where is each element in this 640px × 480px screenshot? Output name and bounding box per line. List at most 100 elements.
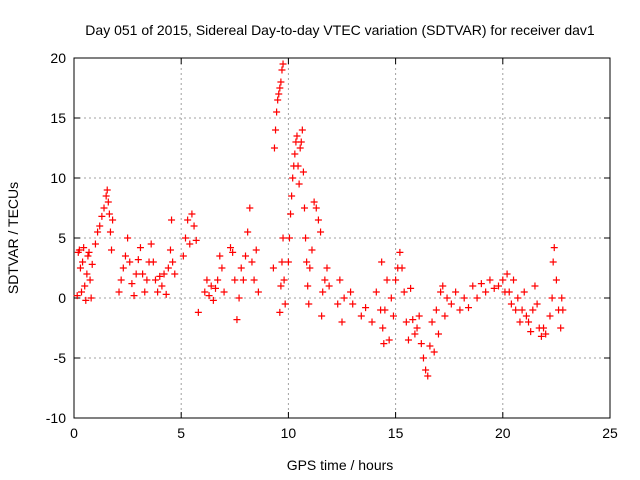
data-point bbox=[279, 60, 287, 68]
data-point bbox=[277, 282, 285, 290]
data-point bbox=[520, 288, 528, 296]
data-point bbox=[218, 264, 226, 272]
data-point bbox=[404, 336, 412, 344]
data-point bbox=[289, 174, 297, 182]
data-point bbox=[347, 288, 355, 296]
data-point bbox=[321, 276, 329, 284]
data-point bbox=[334, 300, 342, 308]
data-point bbox=[529, 306, 537, 314]
data-point bbox=[216, 252, 224, 260]
data-point bbox=[317, 228, 325, 236]
data-points bbox=[73, 60, 567, 380]
data-point bbox=[411, 330, 419, 338]
data-point bbox=[525, 318, 533, 326]
data-point bbox=[184, 216, 192, 224]
data-point bbox=[88, 260, 96, 268]
data-point bbox=[387, 294, 395, 302]
data-point bbox=[106, 228, 114, 236]
data-point bbox=[269, 264, 277, 272]
data-point bbox=[171, 270, 179, 278]
data-point bbox=[78, 288, 86, 296]
data-point bbox=[160, 270, 168, 278]
data-point bbox=[164, 264, 172, 272]
data-point bbox=[281, 300, 289, 308]
data-point bbox=[557, 324, 565, 332]
data-point bbox=[469, 282, 477, 290]
data-point bbox=[552, 276, 560, 284]
data-point bbox=[540, 324, 548, 332]
data-point bbox=[396, 248, 404, 256]
data-point bbox=[105, 210, 113, 218]
data-point bbox=[237, 264, 245, 272]
data-point bbox=[428, 318, 436, 326]
data-point bbox=[503, 270, 511, 278]
data-point bbox=[368, 318, 376, 326]
data-point bbox=[392, 276, 400, 284]
data-point bbox=[284, 258, 292, 266]
data-point bbox=[537, 332, 545, 340]
data-point bbox=[295, 180, 303, 188]
data-point bbox=[276, 308, 284, 316]
data-point bbox=[549, 258, 557, 266]
axis-ticks: 0 5 10 15 20 25 -10 -5 0 5 10 15 20 bbox=[46, 50, 618, 441]
data-point bbox=[75, 246, 83, 254]
data-point bbox=[314, 216, 322, 224]
data-point bbox=[512, 306, 520, 314]
data-point bbox=[201, 288, 209, 296]
data-point bbox=[559, 306, 567, 314]
data-point bbox=[231, 276, 239, 284]
data-point bbox=[244, 228, 252, 236]
data-point bbox=[229, 248, 237, 256]
data-point bbox=[273, 108, 281, 116]
data-point bbox=[274, 96, 282, 104]
data-point bbox=[192, 236, 200, 244]
data-point bbox=[522, 312, 530, 320]
data-point bbox=[242, 252, 250, 260]
data-point bbox=[372, 288, 380, 296]
data-point bbox=[447, 300, 455, 308]
x-tick-label: 15 bbox=[388, 425, 404, 441]
data-point bbox=[302, 234, 310, 242]
data-point bbox=[336, 276, 344, 284]
data-point bbox=[134, 256, 142, 264]
y-tick-label: -5 bbox=[54, 350, 67, 366]
data-point bbox=[482, 288, 490, 296]
chart-title: Day 051 of 2015, Sidereal Day-to-day VTE… bbox=[85, 22, 595, 38]
data-point bbox=[362, 304, 370, 312]
data-point bbox=[279, 234, 287, 242]
y-tick-label: 5 bbox=[58, 230, 66, 246]
data-point bbox=[340, 294, 348, 302]
data-point bbox=[441, 312, 449, 320]
data-point bbox=[104, 198, 112, 206]
data-point bbox=[80, 244, 88, 252]
data-point bbox=[319, 288, 327, 296]
data-point bbox=[432, 306, 440, 314]
data-point bbox=[233, 316, 241, 324]
y-axis-label: SDTVAR / TECUs bbox=[5, 182, 21, 294]
data-point bbox=[205, 292, 213, 300]
data-point bbox=[84, 252, 92, 260]
data-point bbox=[452, 288, 460, 296]
data-point bbox=[426, 342, 434, 350]
data-point bbox=[100, 204, 108, 212]
data-point bbox=[108, 246, 116, 254]
data-point bbox=[380, 340, 388, 348]
data-point bbox=[533, 300, 541, 308]
data-point bbox=[306, 264, 314, 272]
data-point bbox=[312, 204, 320, 212]
data-point bbox=[464, 304, 472, 312]
data-point bbox=[194, 308, 202, 316]
data-point bbox=[81, 282, 89, 290]
data-point bbox=[323, 264, 331, 272]
data-point bbox=[212, 284, 220, 292]
data-point bbox=[158, 282, 166, 290]
data-point bbox=[288, 192, 296, 200]
data-point bbox=[308, 246, 316, 254]
y-tick-label: 15 bbox=[50, 110, 66, 126]
data-point bbox=[207, 282, 215, 290]
data-point bbox=[514, 294, 522, 302]
data-point bbox=[121, 252, 129, 260]
data-point bbox=[278, 66, 286, 74]
x-tick-label: 10 bbox=[281, 425, 297, 441]
y-tick-label: 10 bbox=[50, 170, 66, 186]
